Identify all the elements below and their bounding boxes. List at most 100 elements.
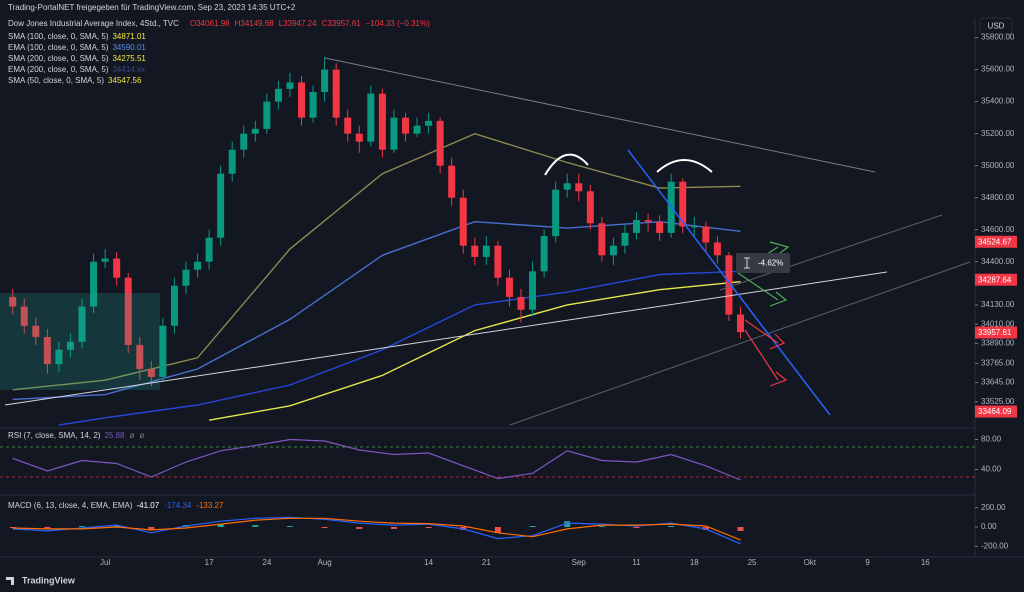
header: Trading-PortalNET freigegeben für Tradin…	[8, 3, 296, 12]
y-tick-label: 35600.00	[981, 65, 1015, 74]
candle-body	[633, 220, 641, 233]
x-tick-label: Sep	[572, 558, 587, 567]
macd-histogram-bar	[737, 527, 744, 531]
y-tick-label: -200.00	[981, 541, 1009, 550]
candle-body	[575, 183, 583, 192]
candle-body	[725, 255, 733, 315]
macd-histogram-bar	[529, 526, 536, 528]
candle-body	[505, 277, 513, 297]
currency-label: USD	[988, 22, 1005, 31]
candle-body	[344, 117, 352, 134]
trend-line	[627, 149, 831, 416]
candle-body	[736, 314, 744, 333]
candle-body	[598, 223, 606, 256]
x-tick-label: 16	[921, 558, 930, 567]
candle-body	[332, 69, 340, 118]
candle-body	[274, 88, 282, 102]
price-tag-label: 34524.67	[978, 237, 1012, 246]
candle-body	[448, 165, 456, 198]
price-tag	[975, 235, 1017, 248]
macd-value: -133.27	[196, 501, 224, 510]
moving-average	[12, 132, 741, 391]
moving-average	[12, 220, 741, 401]
candle-body	[609, 245, 617, 256]
candle-body	[540, 236, 548, 272]
price-tag-label: 34287.64	[978, 275, 1012, 284]
logo-icon	[6, 577, 14, 585]
candle-body	[713, 242, 721, 256]
legend-value: 34590.01	[112, 43, 146, 52]
price-tag-label: 33464.09	[978, 407, 1012, 416]
arc	[656, 159, 713, 173]
macd-histogram-bar	[113, 525, 120, 527]
price-tag	[975, 326, 1017, 339]
y-tick-label: 40.00	[981, 465, 1002, 474]
candle-body	[413, 125, 421, 134]
measure-label: -4.62%	[758, 259, 783, 268]
y-tick-label: 80.00	[981, 435, 1002, 444]
legend-value: 34547.56	[108, 76, 142, 85]
macd-histogram-bar	[79, 526, 86, 528]
candle-body	[552, 189, 560, 237]
x-tick-label: 24	[262, 558, 271, 567]
candle-body	[113, 258, 121, 278]
y-tick-label: 34600.00	[981, 225, 1015, 234]
macd-histogram-bar	[494, 527, 501, 533]
candle-body	[101, 258, 109, 262]
candle-body	[309, 92, 317, 118]
price-tag	[975, 273, 1017, 286]
candle-body	[147, 368, 155, 377]
trend-line	[324, 57, 876, 173]
x-tick-label: 25	[748, 558, 757, 567]
candle-body	[55, 349, 63, 365]
trend-line	[509, 261, 971, 426]
macd-histogram-bar	[148, 527, 155, 530]
currency-button[interactable]	[979, 17, 1013, 35]
candle-body	[32, 325, 40, 337]
candle-body	[367, 93, 375, 142]
candle-body	[286, 82, 294, 89]
rsi-line	[12, 438, 741, 481]
signal-line	[12, 517, 741, 541]
legend-value: 34414.xx	[112, 65, 144, 74]
macd-histogram-bar	[44, 527, 51, 529]
y-tick-label: 33765.00	[981, 358, 1015, 367]
candle-body	[228, 149, 236, 174]
zone-box	[0, 293, 160, 390]
candle-body	[378, 93, 386, 150]
x-tick-label: 9	[865, 558, 870, 567]
y-tick-label: 35000.00	[981, 161, 1015, 170]
candle-body	[702, 226, 710, 243]
arc	[544, 153, 589, 176]
candle-body	[263, 101, 271, 129]
macd-histogram-bar	[564, 521, 571, 527]
y-tick-label: 35400.00	[981, 97, 1015, 106]
moving-average	[58, 270, 741, 426]
x-tick-label: 14	[424, 558, 433, 567]
y-tick-label: 33890.00	[981, 338, 1015, 347]
candle-body	[194, 261, 202, 270]
candle-body	[43, 336, 51, 365]
macd-histogram-bar	[390, 527, 397, 529]
candle-body	[20, 306, 28, 326]
logo: TradingView	[22, 575, 76, 585]
legend-entry: SMA (200, close, 0, SMA, 5)	[8, 54, 109, 63]
y-tick-label: 35200.00	[981, 129, 1015, 138]
y-tick-label: 33645.00	[981, 378, 1015, 387]
candle-body	[136, 344, 144, 369]
candle-body	[390, 117, 398, 150]
macd-histogram-bar	[633, 527, 640, 528]
macd-histogram-bar	[9, 527, 16, 528]
candle-body	[482, 245, 490, 257]
legend-entry: SMA (50, close, 0, SMA, 5)	[8, 76, 104, 85]
ohlc-value: L33947.24	[279, 19, 317, 28]
candle-body	[656, 221, 664, 233]
price-tag-label: 33957.61	[978, 328, 1012, 337]
candle-body	[298, 82, 306, 118]
x-tick-label: 18	[690, 558, 699, 567]
candle-body	[471, 245, 479, 257]
x-tick-label: Aug	[317, 558, 331, 567]
candle-body	[459, 197, 467, 246]
candle-body	[355, 133, 363, 142]
